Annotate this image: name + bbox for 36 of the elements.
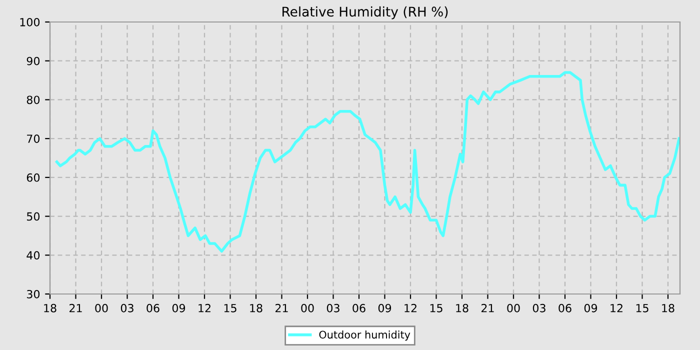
line-series bbox=[55, 71, 680, 253]
y-tick-label: 50 bbox=[26, 212, 40, 221]
x-tick-label: 21 bbox=[481, 304, 494, 312]
y-tick-label: 100 bbox=[20, 18, 40, 26]
y-tick-label: 60 bbox=[26, 173, 40, 182]
x-tick-label: 12 bbox=[198, 304, 210, 312]
y-tick-label: 90 bbox=[26, 56, 40, 66]
y-tick-label: 30 bbox=[26, 290, 40, 298]
x-tick-label: 06 bbox=[558, 304, 572, 312]
legend-label: Outdoor humidity bbox=[319, 330, 410, 341]
x-tick-label: 06 bbox=[352, 304, 366, 312]
x-tick-label: 21 bbox=[69, 304, 82, 312]
x-tick-label: 00 bbox=[95, 304, 108, 312]
x-tick-label: 15 bbox=[224, 304, 236, 312]
x-tick-label: 03 bbox=[532, 304, 546, 312]
y-tick-label: 80 bbox=[26, 96, 40, 104]
x-tick-label: 18 bbox=[250, 304, 262, 312]
x-tick-label: 18 bbox=[456, 304, 468, 312]
x-tick-label: 03 bbox=[120, 304, 134, 312]
y-tick-label: 40 bbox=[26, 251, 40, 260]
y-tick-label: 70 bbox=[27, 134, 40, 143]
x-tick-label: 09 bbox=[172, 304, 186, 312]
chart-title: Relative Humidity (RH %) bbox=[282, 6, 448, 20]
x-tick-label: 15 bbox=[430, 304, 442, 312]
x-tick-label: 12 bbox=[610, 304, 622, 312]
x-tick-label: 06 bbox=[146, 304, 160, 312]
x-tick-label: 03 bbox=[326, 304, 340, 312]
x-tick-label: 12 bbox=[404, 304, 416, 312]
x-tick-label: 00 bbox=[507, 304, 520, 312]
x-tick-label: 09 bbox=[378, 304, 392, 312]
x-tick-label: 18 bbox=[662, 304, 674, 312]
x-tick-label: 00 bbox=[301, 304, 314, 312]
x-tick-label: 21 bbox=[275, 304, 288, 312]
x-tick-label: 18 bbox=[44, 304, 56, 312]
x-tick-label: 09 bbox=[584, 304, 598, 312]
x-tick-label: 15 bbox=[636, 304, 648, 312]
